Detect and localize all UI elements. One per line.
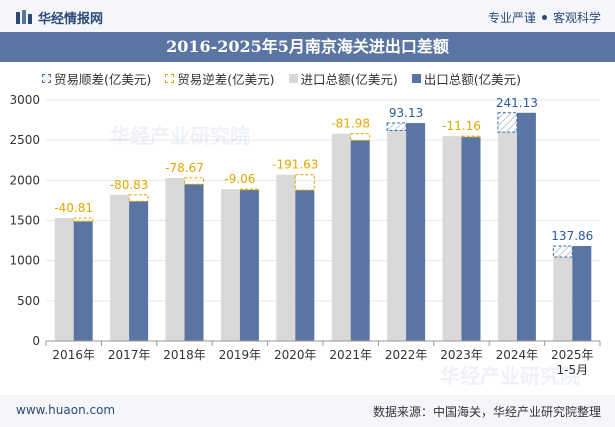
deficit-marker	[239, 188, 260, 191]
legend-label-export: 出口总额(亿美元)	[423, 72, 522, 87]
balance-data-label: -11.16	[442, 119, 481, 133]
legend-label-deficit: 贸易逆差(亿美元)	[177, 72, 275, 87]
export-bar	[350, 140, 370, 341]
import-bar	[165, 177, 185, 341]
tagline: 专业严谨 客观科学	[488, 9, 601, 26]
legend-item-export: 出口总额(亿美元)	[411, 69, 522, 88]
y-axis: 0 500 1000 1500 2000 2500 3000	[9, 93, 40, 348]
y-tick-label: 1000	[9, 254, 40, 268]
legend-swatch-export-icon	[411, 74, 421, 83]
footer-source: 数据来源：中国海关，华经产业研究院整理	[372, 405, 601, 419]
balance-data-label: 241.13	[496, 96, 538, 110]
legend-item-deficit: 贸易逆差(亿美元)	[165, 69, 275, 88]
deficit-marker	[294, 174, 315, 191]
legend-label-surplus: 贸易顺差(亿美元)	[54, 72, 152, 87]
tagline-left: 专业严谨	[487, 11, 536, 25]
deficit-marker	[73, 217, 94, 222]
bar-chart: 0 500 1000 1500 2000 2500 3000 -40.81 -80.83 -78…	[9, 93, 601, 377]
x-tick-label: 2021年	[329, 348, 372, 362]
import-bar	[110, 194, 130, 341]
surplus-marker	[386, 122, 407, 132]
x-tick-sublabel: 1-5月	[556, 363, 588, 377]
balance-data-label: -9.06	[224, 172, 255, 186]
x-tick-label: 2024年	[496, 348, 539, 362]
tagline-dot-icon	[541, 15, 547, 20]
footer-url[interactable]: www.huaon.com	[16, 403, 116, 417]
deficit-marker	[461, 135, 481, 138]
legend-swatch-surplus-icon	[42, 74, 51, 83]
legend-swatch-deficit-icon	[165, 74, 175, 83]
export-bar	[295, 190, 315, 341]
balance-data-label: -78.67	[165, 161, 204, 175]
import-bar	[442, 136, 462, 341]
import-bar	[497, 132, 517, 341]
deficit-marker	[184, 177, 204, 185]
y-tick-label: 1500	[9, 214, 40, 228]
import-bar	[54, 218, 74, 341]
surplus-marker	[497, 112, 518, 133]
legend-label-import: 进口总额(亿美元)	[300, 72, 398, 87]
balance-data-label: -40.81	[54, 201, 93, 215]
x-tick-label: 2025年	[551, 348, 594, 362]
import-bar	[220, 189, 240, 341]
surplus-marker	[552, 245, 573, 258]
x-axis: 2016年 2017年 2018年 2019年 2020年 2021年 2022年 2023年…	[45, 340, 601, 377]
x-tick-label: 2018年	[163, 348, 206, 362]
header-bar: 华经情报网 专业严谨 客观科学	[0, 0, 615, 32]
x-tick-label: 2019年	[219, 348, 262, 362]
tagline-right: 客观科学	[552, 11, 601, 25]
export-bar	[73, 221, 93, 341]
import-bar	[553, 257, 573, 341]
x-tick-label: 2017年	[108, 348, 151, 362]
brand[interactable]: 华经情报网	[16, 8, 103, 27]
y-tick-label: 3000	[9, 93, 40, 107]
footer-bar: www.huaon.com 数据来源：中国海关，华经产业研究院整理	[0, 395, 615, 427]
balance-data-label: 137.86	[551, 229, 593, 243]
import-bar	[276, 174, 296, 341]
balance-data-label: -191.63	[272, 158, 318, 172]
export-bar	[239, 189, 259, 341]
export-bar	[184, 184, 204, 341]
huajing-logo-icon	[16, 10, 32, 24]
y-tick-label: 0	[32, 334, 40, 348]
balance-data-label: -81.98	[331, 117, 370, 131]
y-tick-label: 500	[17, 294, 40, 308]
legend-swatch-import-icon	[288, 74, 298, 83]
y-tick-label: 2500	[9, 133, 40, 147]
chart-title: 2016-2025年5月南京海关进出口差额	[0, 32, 615, 62]
export-bar	[461, 137, 481, 341]
import-bar	[331, 133, 351, 341]
deficit-marker	[350, 133, 371, 141]
legend-item-surplus: 贸易顺差(亿美元)	[42, 69, 151, 88]
x-tick-label: 2022年	[385, 348, 428, 362]
balance-data-label: 93.13	[389, 106, 423, 120]
brand-name: 华经情报网	[38, 12, 104, 27]
deficit-marker	[128, 194, 149, 202]
balance-data-label: -80.83	[110, 178, 149, 192]
x-tick-label: 2020年	[274, 348, 317, 362]
x-tick-label: 2016年	[52, 348, 95, 362]
x-tick-label: 2023年	[440, 348, 483, 362]
import-bar	[387, 130, 407, 341]
export-bar	[516, 112, 536, 341]
export-bar	[406, 123, 426, 341]
legend-item-import: 进口总额(亿美元)	[288, 69, 398, 88]
export-bar	[129, 201, 149, 341]
chart-legend: 贸易顺差(亿美元) 贸易逆差(亿美元) 进口总额(亿美元) 出口总额(亿美元)	[42, 69, 521, 88]
export-bar	[572, 245, 592, 341]
y-tick-label: 2000	[9, 173, 40, 187]
bars: -40.81 -80.83 -78.67 -9.06 -191.63 -81.98 93.1…	[54, 96, 593, 341]
